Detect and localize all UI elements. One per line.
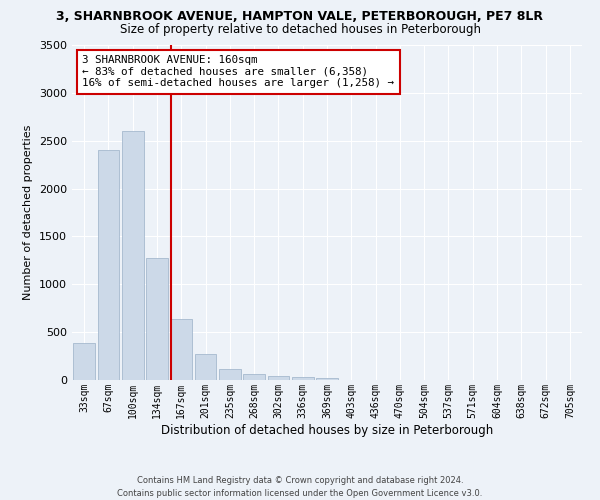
Bar bbox=[122, 131, 143, 380]
Bar bbox=[268, 376, 289, 380]
Bar bbox=[73, 342, 95, 380]
Text: Contains HM Land Registry data © Crown copyright and database right 2024.
Contai: Contains HM Land Registry data © Crown c… bbox=[118, 476, 482, 498]
X-axis label: Distribution of detached houses by size in Peterborough: Distribution of detached houses by size … bbox=[161, 424, 493, 436]
Bar bbox=[146, 258, 168, 380]
Bar bbox=[292, 377, 314, 380]
Bar bbox=[170, 318, 192, 380]
Bar bbox=[243, 374, 265, 380]
Bar bbox=[97, 150, 119, 380]
Text: Size of property relative to detached houses in Peterborough: Size of property relative to detached ho… bbox=[119, 22, 481, 36]
Text: 3 SHARNBROOK AVENUE: 160sqm
← 83% of detached houses are smaller (6,358)
16% of : 3 SHARNBROOK AVENUE: 160sqm ← 83% of det… bbox=[82, 55, 394, 88]
Text: 3, SHARNBROOK AVENUE, HAMPTON VALE, PETERBOROUGH, PE7 8LR: 3, SHARNBROOK AVENUE, HAMPTON VALE, PETE… bbox=[56, 10, 544, 23]
Y-axis label: Number of detached properties: Number of detached properties bbox=[23, 125, 34, 300]
Bar bbox=[194, 354, 217, 380]
Bar bbox=[219, 369, 241, 380]
Bar bbox=[316, 378, 338, 380]
